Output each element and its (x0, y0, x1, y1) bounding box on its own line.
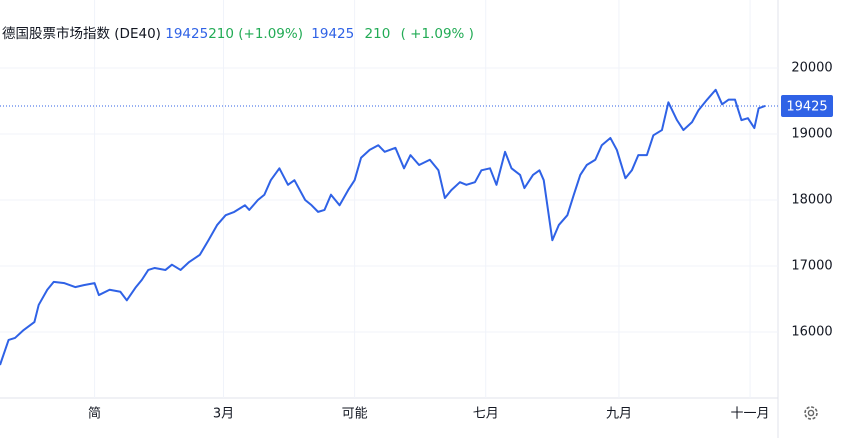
y-tick-label: 19000 (791, 127, 832, 142)
price-tag (781, 94, 833, 117)
x-tick-label: 3月 (213, 407, 234, 422)
header: 德国股票市场指数 (DE40) 19425210 (+1.09%) 19425 … (2, 25, 474, 42)
x-tick-label: 十一月 (731, 407, 770, 422)
last-price-2: 19425 (311, 26, 354, 42)
symbol-title: 德国股票市场指数 (DE40) (2, 25, 161, 42)
plot: 19425 (0, 88, 833, 366)
settings-icon[interactable] (804, 406, 818, 420)
y-tick-label: 17000 (791, 259, 832, 274)
price-line (0, 88, 766, 366)
y-tick-label: 18000 (791, 193, 832, 208)
x-tick-label: 七月 (473, 407, 499, 422)
price-tag-label: 19425 (786, 99, 827, 114)
x-tick-label: 可能 (342, 407, 368, 422)
last-price: 19425 (165, 26, 208, 42)
change-2: 210 (365, 26, 391, 42)
grid: 16000 17000 18000 19000 20000 简 3月 可能 七月 九月 十一月 (0, 0, 833, 422)
y-tick-label: 16000 (791, 325, 832, 340)
y-tick-label: 20000 (791, 61, 832, 76)
change: 210 (+1.09%) (208, 26, 303, 42)
x-tick-label: 九月 (606, 407, 632, 422)
x-tick-label: 简 (88, 406, 101, 422)
change-pct-2: ( +1.09% ) (401, 26, 474, 42)
